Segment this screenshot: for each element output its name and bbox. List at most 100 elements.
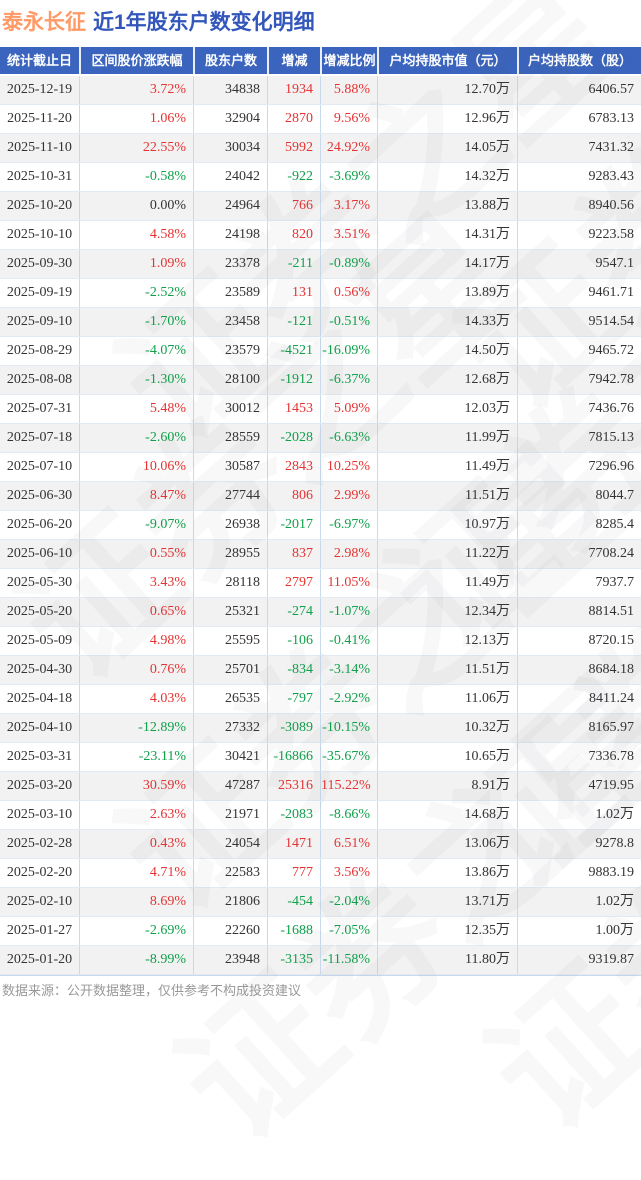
cell-stat-date: 2025-09-10 <box>6 314 73 329</box>
cell-avg-holding-value: 11.51万 <box>377 482 517 510</box>
cell-holder-count: 21806 <box>193 888 267 916</box>
cell-change-ratio: 5.88% <box>320 76 377 104</box>
cell-change: 131 <box>267 279 320 307</box>
cell-holder-count: 23378 <box>193 250 267 278</box>
cell-change: 5992 <box>267 134 320 162</box>
cell-avg-holding-value: 12.96万 <box>377 105 517 133</box>
cell-stat-date: 2025-06-30 <box>6 488 73 503</box>
table-row: 2025-02-28 0.43% 24054 1471 6.51% 13.06万 9278.… <box>0 830 641 859</box>
cell-change-ratio: -0.51% <box>320 308 377 336</box>
table-row: 2025-09-10 -1.70% 23458 -121 -0.51% 14.33万 951… <box>0 308 641 337</box>
cell-change: -797 <box>267 685 320 713</box>
cell-price-change-pct: 30.59% <box>79 772 193 800</box>
cell-holder-count: 28100 <box>193 366 267 394</box>
cell-stat-date: 2025-11-20 <box>7 111 72 126</box>
cell-avg-holding-value: 14.05万 <box>377 134 517 162</box>
cell-holder-count: 23589 <box>193 279 267 307</box>
cell-avg-holding-shares: 8285.4 <box>517 511 641 539</box>
table-row: 2025-01-20 -8.99% 23948 -3135 -11.58% 11.80万 9… <box>0 946 641 975</box>
cell-avg-holding-shares: 7296.96 <box>517 453 641 481</box>
cell-price-change-pct: 4.03% <box>79 685 193 713</box>
cell-avg-holding-shares: 7942.78 <box>517 366 641 394</box>
cell-price-change-pct: -1.70% <box>79 308 193 336</box>
cell-change: -3135 <box>267 946 320 974</box>
cell-holder-count: 23579 <box>193 337 267 365</box>
cell-holder-count: 25321 <box>193 598 267 626</box>
column-header-avg-holding-shares: 户均持股数（股） <box>517 47 641 74</box>
cell-avg-holding-shares: 1.02万 <box>517 888 641 916</box>
cell-change: -1688 <box>267 917 320 945</box>
cell-avg-holding-value: 10.97万 <box>377 511 517 539</box>
cell-stat-date: 2025-06-10 <box>6 546 73 561</box>
cell-price-change-pct: 0.55% <box>79 540 193 568</box>
cell-change: 2843 <box>267 453 320 481</box>
cell-holder-count: 22583 <box>193 859 267 887</box>
cell-change-ratio: 3.51% <box>320 221 377 249</box>
table-row: 2025-03-20 30.59% 47287 25316 115.22% 8.91万 47… <box>0 772 641 801</box>
cell-change-ratio: 3.17% <box>320 192 377 220</box>
cell-holder-count: 28559 <box>193 424 267 452</box>
cell-avg-holding-shares: 8684.18 <box>517 656 641 684</box>
cell-holder-count: 30421 <box>193 743 267 771</box>
cell-avg-holding-value: 10.32万 <box>377 714 517 742</box>
table-row: 2025-06-30 8.47% 27744 806 2.99% 11.51万 8044.7 <box>0 482 641 511</box>
column-header-change-ratio: 增减比例 <box>320 47 377 74</box>
shareholder-table: 统计截止日 区间股价涨跌幅 股东户数 增减 增减比例 户均持股市值（元） 户均持… <box>0 47 641 976</box>
table-row: 2025-08-29 -4.07% 23579 -4521 -16.09% 14.50万 9… <box>0 337 641 366</box>
cell-change-ratio: -6.63% <box>320 424 377 452</box>
cell-change: -4521 <box>267 337 320 365</box>
cell-change: 820 <box>267 221 320 249</box>
cell-avg-holding-shares: 9278.8 <box>517 830 641 858</box>
cell-avg-holding-value: 11.49万 <box>377 453 517 481</box>
table-row: 2025-07-18 -2.60% 28559 -2028 -6.63% 11.99万 78… <box>0 424 641 453</box>
table-row: 2025-12-19 3.72% 34838 1934 5.88% 12.70万 6406.… <box>0 76 641 105</box>
table-row: 2025-02-20 4.71% 22583 777 3.56% 13.86万 9883.1… <box>0 859 641 888</box>
cell-stat-date: 2025-09-30 <box>6 256 73 271</box>
cell-holder-count: 24198 <box>193 221 267 249</box>
cell-stat-date: 2025-07-18 <box>6 430 73 445</box>
cell-holder-count: 24042 <box>193 163 267 191</box>
cell-avg-holding-shares: 9461.71 <box>517 279 641 307</box>
cell-price-change-pct: 1.06% <box>79 105 193 133</box>
cell-avg-holding-shares: 9547.1 <box>517 250 641 278</box>
cell-change-ratio: -6.97% <box>320 511 377 539</box>
cell-avg-holding-shares: 8411.24 <box>517 685 641 713</box>
cell-avg-holding-shares: 6406.57 <box>517 76 641 104</box>
cell-avg-holding-value: 14.50万 <box>377 337 517 365</box>
stock-name: 泰永长征 <box>2 11 86 34</box>
cell-change: 837 <box>267 540 320 568</box>
cell-avg-holding-shares: 6783.13 <box>517 105 641 133</box>
cell-stat-date: 2025-10-10 <box>6 227 73 242</box>
cell-avg-holding-value: 13.86万 <box>377 859 517 887</box>
cell-change-ratio: 6.51% <box>320 830 377 858</box>
cell-avg-holding-shares: 7431.32 <box>517 134 641 162</box>
cell-avg-holding-shares: 9223.58 <box>517 221 641 249</box>
column-header-change: 增减 <box>267 47 320 74</box>
cell-avg-holding-value: 12.03万 <box>377 395 517 423</box>
cell-price-change-pct: 4.58% <box>79 221 193 249</box>
cell-change-ratio: -0.41% <box>320 627 377 655</box>
cell-stat-date: 2025-02-10 <box>6 894 73 909</box>
cell-price-change-pct: -12.89% <box>79 714 193 742</box>
cell-change-ratio: -8.66% <box>320 801 377 829</box>
cell-holder-count: 27332 <box>193 714 267 742</box>
table-row: 2025-07-10 10.06% 30587 2843 10.25% 11.49万 729… <box>0 453 641 482</box>
cell-avg-holding-value: 13.71万 <box>377 888 517 916</box>
cell-avg-holding-shares: 8940.56 <box>517 192 641 220</box>
cell-price-change-pct: -9.07% <box>79 511 193 539</box>
cell-avg-holding-shares: 8165.97 <box>517 714 641 742</box>
cell-change-ratio: -3.69% <box>320 163 377 191</box>
cell-avg-holding-shares: 9883.19 <box>517 859 641 887</box>
cell-stat-date: 2025-05-20 <box>6 604 73 619</box>
cell-change-ratio: -35.67% <box>320 743 377 771</box>
cell-price-change-pct: 2.63% <box>79 801 193 829</box>
page-title: 泰永长征 近1年股东户数变化明细 <box>0 0 641 36</box>
cell-stat-date: 2025-04-18 <box>6 691 73 706</box>
cell-change-ratio: -11.58% <box>320 946 377 974</box>
cell-price-change-pct: 0.00% <box>79 192 193 220</box>
cell-holder-count: 34838 <box>193 76 267 104</box>
cell-holder-count: 26938 <box>193 511 267 539</box>
table-row: 2025-06-20 -9.07% 26938 -2017 -6.97% 10.97万 82… <box>0 511 641 540</box>
cell-holder-count: 25701 <box>193 656 267 684</box>
column-header-stat-date: 统计截止日 <box>6 53 72 68</box>
